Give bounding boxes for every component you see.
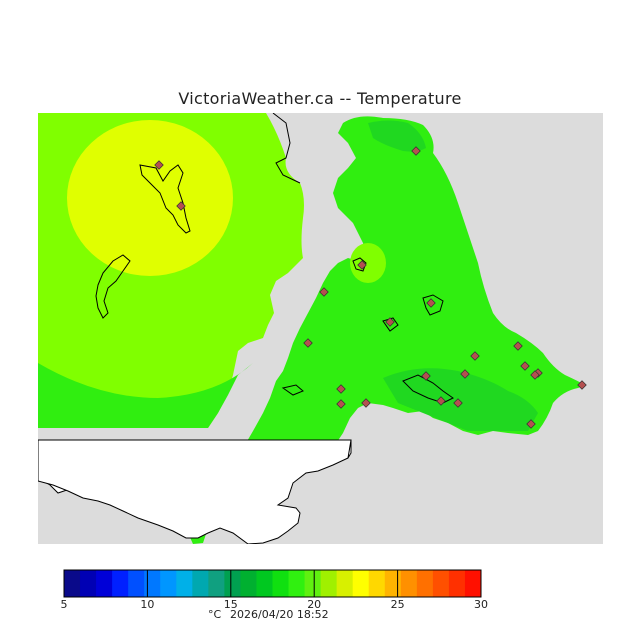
color-scale-legend: 5 10 15 20 25 30 °C 2026/04/20 18:52 bbox=[61, 569, 488, 621]
island-outline-north bbox=[139, 164, 191, 234]
weather-station-marker[interactable] bbox=[336, 399, 346, 409]
color-scale-cell bbox=[336, 570, 354, 597]
color-scale-cell bbox=[256, 570, 273, 597]
contour-18-19-southeast bbox=[383, 368, 538, 431]
temperature-unit: °C bbox=[208, 608, 222, 621]
weather-station-marker[interactable] bbox=[426, 298, 436, 308]
coastline-outline bbox=[272, 113, 301, 184]
weather-station-marker[interactable] bbox=[336, 384, 346, 394]
color-scale-cell bbox=[128, 570, 145, 597]
weather-station-marker[interactable] bbox=[530, 370, 540, 380]
color-scale-cell bbox=[176, 570, 193, 597]
color-scale-tick-label: 20 bbox=[307, 598, 321, 611]
color-scale-cell bbox=[288, 570, 306, 597]
color-scale-cells bbox=[64, 570, 482, 597]
color-scale-tick-label: 5 bbox=[61, 598, 68, 611]
weather-station-marker[interactable] bbox=[176, 201, 186, 211]
color-scale-cell bbox=[416, 570, 434, 597]
weather-station-marker[interactable] bbox=[520, 361, 530, 371]
color-scale-cell bbox=[224, 570, 241, 597]
contour-18-19-north bbox=[368, 120, 426, 152]
color-scale-cell bbox=[304, 570, 322, 597]
color-scale-cell bbox=[240, 570, 257, 597]
color-scale-tick-label: 15 bbox=[224, 598, 238, 611]
weather-station-marker[interactable] bbox=[577, 380, 587, 390]
color-scale-cell bbox=[352, 570, 370, 597]
color-scale-cell bbox=[64, 570, 81, 597]
color-scale-cell bbox=[384, 570, 402, 597]
observation-timestamp: 2026/04/20 18:52 bbox=[230, 608, 329, 621]
contour-20-21-harbour bbox=[350, 243, 386, 283]
station-markers bbox=[154, 146, 587, 429]
weather-station-marker[interactable] bbox=[526, 419, 536, 429]
color-scale-cell bbox=[160, 570, 177, 597]
contour-19-20-east bbox=[188, 116, 585, 544]
color-scale-cell bbox=[96, 570, 113, 597]
contour-19-20-southwest bbox=[38, 363, 253, 428]
weather-station-marker[interactable] bbox=[411, 146, 421, 156]
weather-station-marker[interactable] bbox=[357, 260, 367, 270]
island-outline-west bbox=[95, 254, 131, 319]
color-scale-cell bbox=[208, 570, 225, 597]
weather-station-marker[interactable] bbox=[513, 341, 523, 351]
color-scale-ticks: 5 10 15 20 25 30 bbox=[61, 570, 488, 611]
color-scale-cell bbox=[112, 570, 129, 597]
weather-station-marker[interactable] bbox=[361, 398, 371, 408]
color-scale-cell bbox=[80, 570, 97, 597]
color-scale-cell bbox=[192, 570, 209, 597]
weather-station-marker[interactable] bbox=[470, 351, 480, 361]
color-scale-tick-label: 25 bbox=[391, 598, 405, 611]
weather-station-marker[interactable] bbox=[421, 371, 431, 381]
mainland-south-outline bbox=[38, 439, 352, 544]
color-scale-cell bbox=[320, 570, 338, 597]
map-title: VictoriaWeather.ca -- Temperature bbox=[178, 89, 462, 108]
color-scale-cell bbox=[400, 570, 418, 597]
weather-station-marker[interactable] bbox=[319, 287, 329, 297]
weather-station-marker[interactable] bbox=[303, 338, 313, 348]
color-scale-cell bbox=[432, 570, 450, 597]
weather-station-marker[interactable] bbox=[154, 160, 164, 170]
color-scale-tick-label: 10 bbox=[140, 598, 154, 611]
weather-station-marker[interactable] bbox=[453, 398, 463, 408]
weather-station-marker[interactable] bbox=[436, 396, 446, 406]
weather-station-marker[interactable] bbox=[460, 369, 470, 379]
color-scale-cell bbox=[368, 570, 386, 597]
weather-station-marker[interactable] bbox=[385, 317, 395, 327]
color-scale-cell bbox=[464, 570, 482, 597]
color-scale-cell bbox=[448, 570, 466, 597]
color-scale-cell bbox=[144, 570, 161, 597]
color-scale-tick-label: 30 bbox=[474, 598, 488, 611]
contour-21-22-warm-spot bbox=[67, 120, 233, 276]
temperature-map[interactable] bbox=[38, 113, 603, 544]
color-scale-cell bbox=[272, 570, 290, 597]
